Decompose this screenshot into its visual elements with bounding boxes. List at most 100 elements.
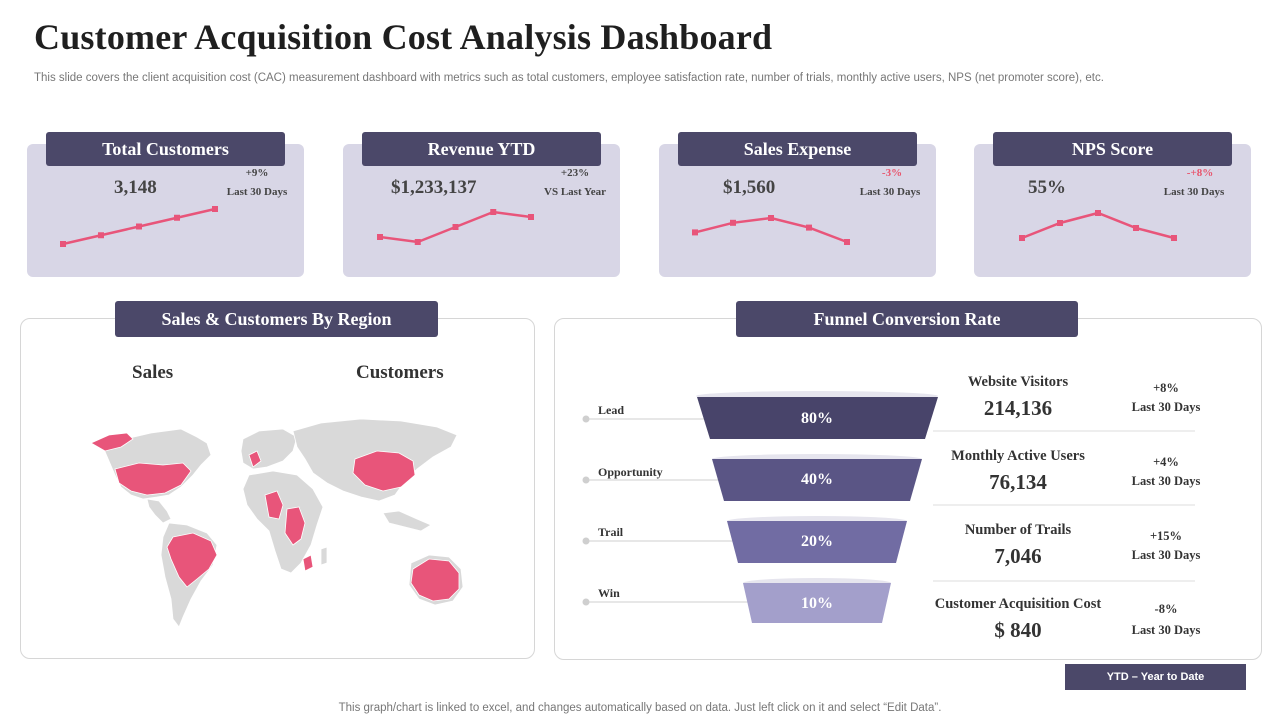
map-highlight-greenland [90,432,134,452]
kpi-title: NPS Score [993,132,1232,166]
map-highlight-east-africa [284,506,306,546]
metric-name: Number of Trails [964,522,1072,538]
funnel-value-lead: 80% [801,410,833,427]
map-highlight-europe [248,450,262,468]
sparkline-point [1019,235,1025,241]
world-map [90,418,464,628]
ytd-legend-badge: YTD – Year to Date [1065,664,1246,690]
kpi-sparkline [692,215,850,245]
metric-value: $ 840 [994,618,1042,642]
customers-label: Customers [356,362,444,383]
funnel-stage-lead [697,397,938,439]
kpi-value: 3,148 [114,177,157,198]
stage-dot [582,476,590,484]
map-highlight-central-africa [264,490,284,520]
stage-label-trail: Trail [598,525,624,539]
kpi-period: Last 30 Days [1163,186,1225,198]
kpi-sparkline [377,209,534,245]
metric-period: Last 30 Days [1131,474,1201,488]
kpi-value: $1,560 [723,177,776,198]
stage-dot [582,598,590,606]
map-africa [242,470,324,574]
map-highlight-australia [410,558,460,602]
kpi-value: $1,233,137 [391,177,477,198]
sparkline-path [694,216,848,244]
sparkline-point [768,215,774,221]
kpi-delta: +23% [560,167,590,179]
kpi-sparkline [60,206,218,247]
sparkline-point [490,209,497,215]
kpi-title: Total Customers [46,132,285,166]
region-title: Sales & Customers By Region [115,301,438,337]
sparkline-point [528,214,534,220]
sparkline-point [136,223,142,230]
map-europe [240,428,298,470]
funnel-panel: Funnel Conversion Rate [554,301,1262,660]
kpi-card-total-customers[interactable]: Total Customers 3,148 +9% Last 30 Days [27,132,304,277]
sparkline-point [174,214,180,221]
funnel-value-win: 10% [801,595,833,612]
metric-name: Customer Acquisition Cost [934,596,1102,612]
kpi-card-nps-score[interactable]: NPS Score 55% -+8% Last 30 Days [974,132,1251,277]
funnel-title: Funnel Conversion Rate [736,301,1078,337]
metric-delta: +15% [1149,529,1183,543]
kpi-title: Revenue YTD [362,132,601,166]
sparkline-point [1171,235,1177,241]
sparkline-point [212,206,218,212]
funnel-value-opportunity: 40% [801,471,833,488]
funnel-stage-trail [727,521,907,563]
funnel-value-trail: 20% [801,533,833,550]
kpi-card-revenue-ytd[interactable]: Revenue YTD $1,233,137 +23% VS Last Year [343,132,620,277]
map-highlight-east-africa-south [302,554,314,572]
map-central-america [146,498,172,524]
metric-delta: +8% [1153,381,1179,395]
kpi-delta: +9% [245,167,269,179]
kpi-delta: -+8% [1186,167,1214,179]
map-madagascar [320,546,328,566]
kpi-title: Sales Expense [678,132,917,166]
stage-label-lead: Lead [598,403,625,417]
sales-label: Sales [132,362,174,383]
sparkline-point [1133,225,1139,231]
map-highlight-usa [114,462,192,496]
stage-dot [582,415,590,423]
sparkline-point [1057,220,1063,226]
kpi-card-sales-expense[interactable]: Sales Expense $1,560 -3% Last 30 Days [659,132,936,277]
metric-period: Last 30 Days [1131,548,1201,562]
sparkline-point [452,224,459,230]
metric-name: Website Visitors [967,374,1069,390]
metric-name: Monthly Active Users [951,448,1085,464]
kpi-period: VS Last Year [544,186,606,198]
map-southeast-asia [382,510,432,532]
sparkline-point [98,232,104,239]
stage-label-win: Win [598,586,620,600]
sparkline-point [377,234,383,240]
kpi-delta: -3% [881,167,903,179]
sparkline-point [692,229,698,236]
sparkline-point [806,224,812,231]
kpi-sparkline [1019,210,1177,241]
funnel-stage-win [743,583,891,623]
sparkline-point [1095,210,1101,216]
metric-period: Last 30 Days [1131,623,1201,637]
metric-delta: -8% [1154,602,1178,616]
sparkline-point [60,241,66,247]
region-panel: Sales & Customers By Region Sales Custom… [20,301,535,659]
metric-value: 214,136 [983,396,1053,420]
page-subtitle: This slide covers the client acquisition… [34,72,1104,84]
kpi-period: Last 30 Days [226,186,288,198]
metric-value: 7,046 [994,544,1042,568]
sparkline-point [844,239,850,245]
page-title: Customer Acquisition Cost Analysis Dashb… [34,17,773,57]
funnel-chart [582,391,1195,623]
metric-period: Last 30 Days [1131,400,1201,414]
funnel-stage-opportunity [712,459,922,501]
stage-dot [582,537,590,545]
map-highlight-china [352,450,416,492]
stage-label-opportunity: Opportunity [598,465,663,479]
sparkline-point [730,219,736,226]
metric-value: 76,134 [989,470,1047,494]
map-highlight-brazil [166,532,218,588]
footer-note: This graph/chart is linked to excel, and… [338,702,942,714]
kpi-period: Last 30 Days [859,186,921,198]
